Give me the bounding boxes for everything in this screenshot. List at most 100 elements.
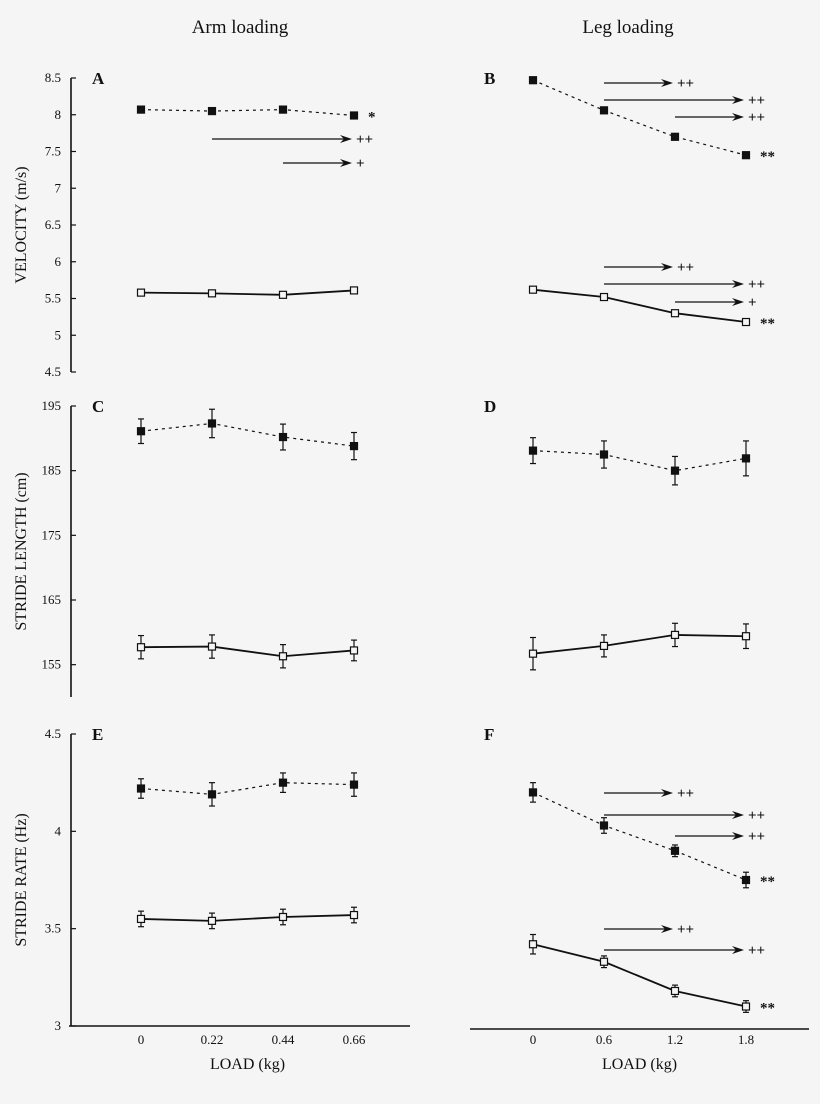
- y-tick-label-a: 5: [55, 327, 62, 342]
- data-point-filled: [207, 106, 217, 116]
- data-point-open: [278, 912, 288, 922]
- y-tick-label-e: 4: [55, 823, 62, 838]
- data-point-filled: [599, 450, 609, 459]
- data-point-open: [528, 285, 538, 294]
- arrow-head-icon: [340, 159, 352, 167]
- data-point-open: [670, 630, 680, 640]
- data-point-open: [528, 940, 538, 949]
- column-title-arm: Arm loading: [192, 17, 289, 38]
- data-point-filled: [741, 151, 751, 160]
- series-line-b-filled: [532, 79, 747, 156]
- data-point-filled: [349, 780, 359, 789]
- data-point-open: [528, 649, 538, 658]
- data-point-open: [349, 646, 359, 655]
- series-line-a-open: [140, 289, 355, 296]
- data-point-filled: [528, 76, 538, 85]
- column-title-leg: Leg loading: [582, 17, 674, 38]
- y-tick-label-a: 6.5: [45, 217, 61, 232]
- y-tick-label-e: 3: [55, 1018, 62, 1033]
- x-tick-label-f: 1.2: [667, 1032, 683, 1047]
- comparison-label: ++: [748, 943, 765, 959]
- data-point-open: [599, 641, 609, 651]
- arrow-head-icon: [732, 113, 744, 121]
- panel-label-e: E: [92, 725, 103, 744]
- data-point-filled: [349, 111, 359, 120]
- data-point-open: [136, 288, 146, 297]
- data-point-open: [741, 317, 751, 327]
- data-point-open: [349, 286, 359, 295]
- data-point-open: [278, 652, 288, 661]
- data-point-open: [136, 914, 146, 924]
- data-point-filled: [136, 784, 146, 793]
- data-point-filled: [278, 432, 288, 442]
- panel-label-d: D: [484, 397, 496, 416]
- arrow-head-icon: [732, 811, 744, 819]
- x-tick-label-e: 0: [138, 1032, 145, 1047]
- comparison-label: ++: [677, 260, 694, 276]
- data-point-open: [741, 1002, 751, 1011]
- significance-marker: **: [760, 1001, 775, 1017]
- x-axis-title-f: LOAD (kg): [602, 1056, 677, 1073]
- comparison-label: ++: [748, 277, 765, 293]
- arrow-head-icon: [661, 789, 673, 797]
- x-tick-label-f: 1.8: [738, 1032, 754, 1047]
- data-point-filled: [528, 788, 538, 797]
- significance-marker: **: [760, 149, 775, 165]
- comparison-label: ++: [748, 93, 765, 109]
- data-point-filled: [670, 132, 680, 141]
- arrow-head-icon: [661, 79, 673, 87]
- arrow-head-icon: [732, 280, 744, 288]
- y-tick-label-a: 7.5: [45, 144, 61, 159]
- series-line-a-filled: [140, 109, 355, 117]
- y-tick-label-c: 195: [42, 398, 62, 413]
- y-axis-title-a: VELOCITY (m/s): [13, 166, 30, 283]
- data-point-open: [207, 642, 217, 651]
- series-line-b-open: [532, 288, 747, 323]
- data-point-filled: [278, 778, 288, 787]
- arrow-head-icon: [661, 925, 673, 933]
- panel-label-b: B: [484, 69, 495, 88]
- x-tick-label-f: 0: [530, 1032, 537, 1047]
- comparison-label: ++: [677, 76, 694, 92]
- comparison-label: ++: [677, 922, 694, 938]
- series-line-e-open: [140, 914, 355, 922]
- series-line-c-filled: [140, 422, 355, 447]
- x-tick-label-e: 0.44: [272, 1032, 295, 1047]
- y-tick-label-a: 8.5: [45, 70, 61, 85]
- data-point-open: [349, 910, 359, 920]
- significance-marker: *: [368, 109, 376, 125]
- data-point-filled: [136, 105, 146, 114]
- y-tick-label-e: 4.5: [45, 726, 61, 741]
- comparison-label: ++: [748, 110, 765, 126]
- data-point-open: [670, 986, 680, 996]
- significance-marker: **: [760, 316, 775, 332]
- data-point-filled: [670, 846, 680, 855]
- y-axis-title-c: STRIDE LENGTH (cm): [13, 472, 30, 630]
- series-line-c-open: [140, 645, 355, 658]
- significance-marker: **: [760, 874, 775, 890]
- data-point-open: [207, 916, 217, 925]
- data-point-open: [136, 643, 146, 652]
- x-axis-title-e: LOAD (kg): [210, 1056, 285, 1073]
- y-tick-label-e: 3.5: [45, 921, 61, 936]
- y-tick-label-a: 5.5: [45, 291, 61, 306]
- data-point-filled: [349, 441, 359, 451]
- data-point-open: [599, 292, 609, 302]
- arrow-head-icon: [732, 96, 744, 104]
- comparison-label: ++: [356, 132, 373, 148]
- arrow-head-icon: [732, 946, 744, 954]
- y-tick-label-a: 6: [55, 254, 62, 269]
- comparison-label: +: [356, 156, 365, 172]
- x-tick-label-e: 0.66: [343, 1032, 366, 1047]
- panel-label-a: A: [92, 69, 105, 88]
- arrow-head-icon: [732, 298, 744, 306]
- arrow-head-icon: [340, 135, 352, 143]
- series-line-d-open: [532, 634, 747, 655]
- y-tick-label-c: 165: [42, 592, 62, 607]
- y-tick-label-c: 155: [42, 657, 62, 672]
- panel-label-c: C: [92, 397, 104, 416]
- data-point-filled: [207, 419, 217, 428]
- series-line-d-filled: [532, 450, 747, 472]
- arrow-head-icon: [661, 263, 673, 271]
